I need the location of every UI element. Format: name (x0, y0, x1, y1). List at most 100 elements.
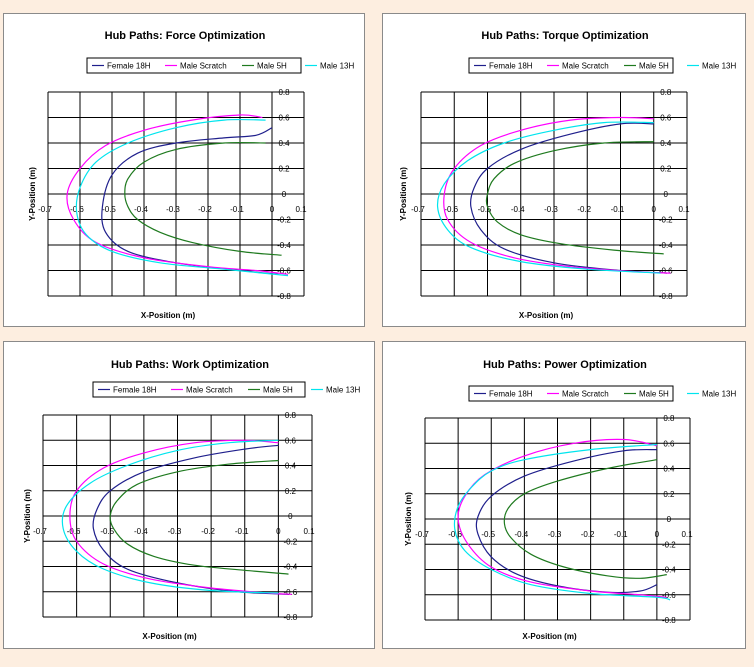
y-axis-label: Y-Position (m) (399, 167, 408, 221)
legend-entry: Male 5H (639, 390, 669, 399)
x-tick-label: 0.1 (303, 527, 315, 536)
legend-entry: Male 13H (702, 390, 736, 399)
legend-entry: Male Scratch (186, 386, 233, 395)
y-tick-label: 0 (282, 190, 287, 199)
series-line (475, 448, 658, 594)
x-tick-label: -0.6 (70, 205, 84, 214)
chart-panel-work: Hub Paths: Work Optimization Female 18H Ma… (3, 341, 375, 649)
y-tick-label: -0.4 (662, 566, 676, 575)
y-tick-label: -0.6 (659, 267, 673, 276)
x-tick-label: -0.7 (415, 530, 429, 539)
y-tick-label: -0.2 (659, 216, 673, 225)
series-line (503, 459, 667, 579)
y-tick-label: 0.8 (660, 88, 672, 97)
series-line (75, 118, 289, 277)
x-tick-label: -0.1 (614, 530, 628, 539)
legend-box (86, 57, 302, 74)
x-tick-label: -0.4 (134, 527, 148, 536)
legend-entry: Male 5H (257, 62, 287, 71)
x-axis-label: X-Position (m) (141, 311, 196, 320)
y-tick-label: 0.4 (285, 462, 297, 471)
x-tick-label: -0.4 (514, 530, 528, 539)
y-tick-label: -0.2 (277, 216, 291, 225)
x-tick-label: 0 (270, 205, 275, 214)
y-tick-label: 0.8 (285, 411, 297, 420)
legend-entry: Male 5H (639, 62, 669, 71)
chart-svg: Hub Paths: Work Optimization Female 18H Ma… (23, 359, 360, 641)
y-tick-label: 0 (288, 512, 293, 521)
legend-entry: Male Scratch (180, 62, 227, 71)
x-tick-label: -0.5 (478, 205, 492, 214)
x-tick-label: -0.1 (235, 527, 249, 536)
legend-entry: Male 13H (702, 62, 736, 71)
series-line (124, 141, 282, 256)
series-line (443, 116, 671, 274)
y-tick-label: 0.2 (660, 165, 672, 174)
x-tick-label: -0.3 (168, 527, 182, 536)
y-tick-label: 0.6 (278, 114, 290, 123)
y-tick-label: -0.4 (659, 241, 673, 250)
x-tick-label: -0.3 (166, 205, 180, 214)
y-tick-label: 0.2 (285, 487, 297, 496)
y-tick-label: -0.6 (662, 591, 676, 600)
x-tick-label: -0.2 (581, 530, 595, 539)
x-tick-label: -0.2 (198, 205, 212, 214)
legend-entry: Female 18H (489, 390, 533, 399)
y-tick-label: -0.4 (283, 563, 297, 572)
x-tick-label: -0.7 (33, 527, 47, 536)
series-line (69, 439, 292, 595)
legend-entry: Male 13H (326, 386, 360, 395)
x-tick-label: -0.5 (481, 530, 495, 539)
x-tick-label: -0.6 (444, 205, 458, 214)
y-axis-label: Y-Position (m) (23, 489, 32, 543)
y-tick-label: 0.6 (660, 114, 672, 123)
x-tick-label: 0.1 (678, 205, 690, 214)
series-line (469, 122, 668, 274)
y-tick-label: 0.6 (663, 439, 675, 448)
y-tick-label: -0.8 (662, 616, 676, 625)
series-line (457, 438, 667, 598)
x-tick-label: -0.3 (548, 530, 562, 539)
legend-box (92, 381, 306, 398)
y-tick-label: -0.8 (277, 292, 291, 301)
x-axis-label: X-Position (m) (522, 632, 577, 641)
y-axis-label: Y-Position (m) (404, 492, 413, 546)
legend-entry: Male Scratch (562, 390, 609, 399)
y-tick-label: -0.2 (662, 540, 676, 549)
series-line (66, 114, 289, 275)
x-tick-label: -0.1 (611, 205, 625, 214)
x-tick-label: 0 (655, 530, 660, 539)
series-line (453, 443, 671, 601)
legend-box (468, 57, 674, 74)
series-line (61, 439, 279, 594)
series-line (436, 121, 661, 274)
legend-entry: Male 13H (320, 62, 354, 71)
y-tick-label: -0.6 (277, 267, 291, 276)
x-tick-label: 0.1 (681, 530, 693, 539)
y-axis-label: Y-Position (m) (28, 167, 37, 221)
chart-svg: Hub Paths: Power Optimization Female 18H M… (404, 359, 736, 641)
x-tick-label: -0.7 (411, 205, 425, 214)
y-tick-label: 0.8 (663, 414, 675, 423)
y-tick-label: 0.4 (660, 139, 672, 148)
series-line (485, 141, 664, 255)
x-tick-label: -0.4 (134, 205, 148, 214)
x-tick-label: -0.1 (230, 205, 244, 214)
x-tick-label: -0.6 (67, 527, 81, 536)
y-tick-label: 0 (667, 515, 672, 524)
y-tick-label: 0.4 (278, 139, 290, 148)
chart-svg: Hub Paths: Force Optimization Female 18H M… (28, 30, 354, 320)
y-tick-label: -0.8 (283, 613, 297, 622)
y-tick-label: 0.6 (285, 436, 297, 445)
legend-box (468, 385, 674, 402)
legend-entry: Female 18H (489, 62, 533, 71)
x-tick-label: -0.5 (102, 205, 116, 214)
chart-panel-force: Hub Paths: Force Optimization Female 18H M… (3, 13, 365, 327)
x-tick-label: -0.2 (577, 205, 591, 214)
y-tick-label: 0.8 (278, 88, 290, 97)
chart-title: Hub Paths: Work Optimization (111, 359, 269, 371)
legend-entry: Female 18H (113, 386, 157, 395)
y-tick-label: 0 (664, 190, 669, 199)
y-tick-label: -0.6 (283, 588, 297, 597)
x-tick-label: -0.4 (511, 205, 525, 214)
